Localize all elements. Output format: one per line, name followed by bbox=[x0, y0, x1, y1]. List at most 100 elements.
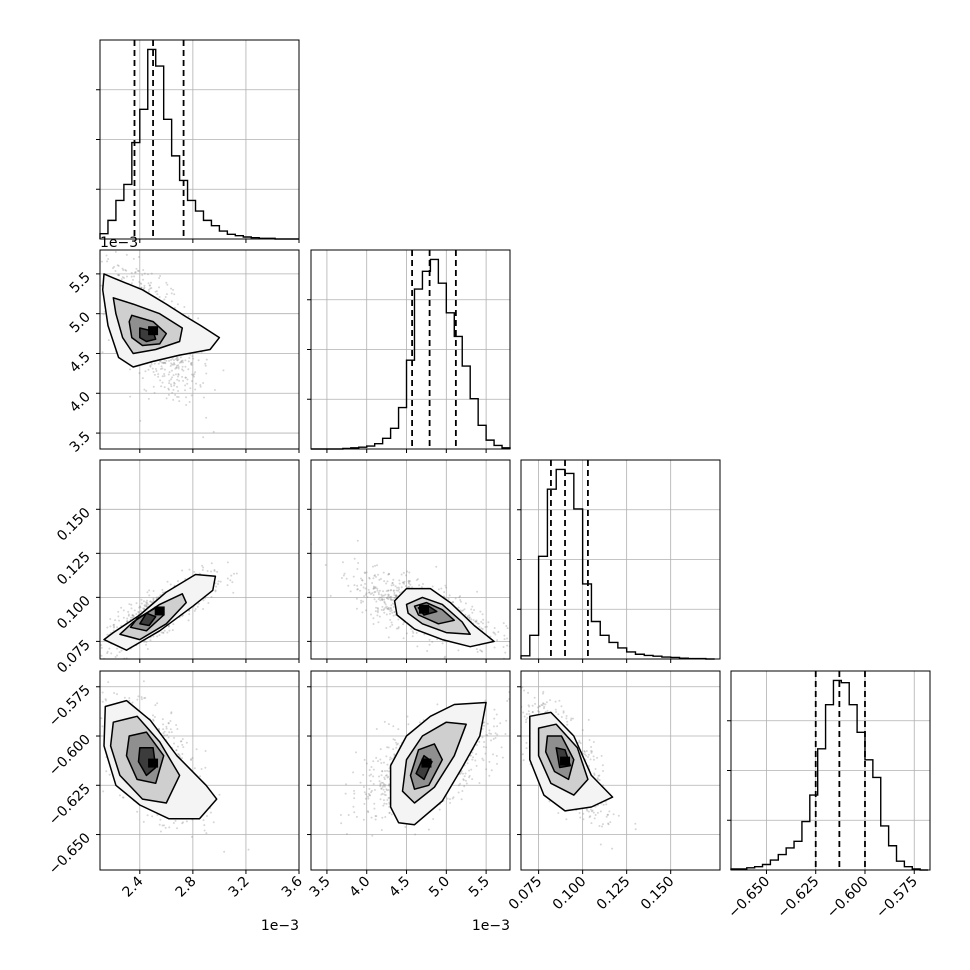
scatter-point bbox=[177, 367, 180, 370]
scatter-point bbox=[166, 283, 169, 286]
scatter-point bbox=[462, 778, 465, 781]
scatter-point bbox=[386, 580, 389, 583]
scatter-point bbox=[180, 361, 183, 364]
scatter-point bbox=[106, 650, 109, 653]
scatter-point bbox=[488, 760, 491, 763]
scatter-point bbox=[142, 680, 145, 683]
scatter-point bbox=[232, 591, 235, 594]
scatter-point bbox=[374, 818, 377, 821]
scatter-point bbox=[460, 771, 463, 774]
scatter-point bbox=[435, 565, 438, 568]
scatter-point bbox=[362, 785, 365, 788]
scatter-point bbox=[428, 638, 431, 641]
scatter-point bbox=[152, 598, 155, 601]
scatter-point bbox=[138, 605, 141, 608]
scatter-point bbox=[370, 766, 373, 769]
histogram-panel-2 bbox=[517, 459, 721, 660]
scatter-point bbox=[190, 361, 193, 364]
scatter-point bbox=[117, 274, 120, 277]
scatter-point bbox=[360, 577, 363, 580]
scatter-point bbox=[388, 758, 391, 761]
scatter-point bbox=[371, 581, 374, 584]
scatter-point bbox=[184, 577, 187, 580]
scatter-point bbox=[375, 606, 378, 609]
scatter-point bbox=[378, 578, 381, 581]
scatter-point bbox=[179, 360, 182, 363]
scatter-point bbox=[402, 581, 405, 584]
scatter-point bbox=[495, 754, 498, 757]
scatter-point bbox=[185, 404, 188, 407]
scatter-point bbox=[89, 252, 91, 254]
scatter-point bbox=[587, 718, 590, 721]
scatter-point bbox=[107, 257, 110, 260]
scatter-point bbox=[181, 822, 184, 825]
scatter-point bbox=[176, 378, 179, 381]
scatter-point bbox=[366, 810, 369, 813]
scatter-point bbox=[214, 589, 217, 592]
scatter-point bbox=[356, 539, 359, 542]
scatter-point bbox=[162, 723, 165, 726]
scatter-point bbox=[523, 689, 526, 692]
scatter-point bbox=[452, 601, 455, 604]
scatter-point bbox=[176, 745, 179, 748]
scatter-point bbox=[468, 614, 471, 617]
scatter-point bbox=[471, 778, 474, 781]
contour-line-3 bbox=[139, 612, 157, 627]
scatter-point bbox=[206, 570, 209, 573]
scatter-point bbox=[385, 605, 388, 608]
scatter-point bbox=[383, 778, 386, 781]
scatter-point bbox=[139, 282, 142, 285]
panel-frame bbox=[99, 39, 300, 240]
scatter-point bbox=[100, 260, 103, 263]
scatter-point bbox=[157, 373, 160, 376]
scatter-point bbox=[383, 785, 386, 788]
scatter-point bbox=[213, 569, 216, 572]
scatter-point bbox=[181, 365, 184, 368]
scatter-point bbox=[371, 565, 374, 568]
scatter-point bbox=[144, 696, 147, 699]
scatter-point bbox=[451, 601, 454, 604]
scatter-point bbox=[143, 605, 146, 608]
scatter-point bbox=[388, 801, 391, 804]
scatter-point bbox=[111, 267, 114, 270]
scatter-point bbox=[121, 796, 124, 799]
scatter-point bbox=[158, 295, 161, 298]
scatter-point bbox=[381, 605, 384, 608]
scatter-point bbox=[152, 635, 155, 638]
scatter-point bbox=[514, 703, 516, 705]
scatter-point bbox=[475, 764, 478, 767]
scatter-point bbox=[131, 614, 134, 617]
panel-frame bbox=[310, 249, 511, 450]
scatter-point bbox=[151, 815, 154, 818]
contour-line-2 bbox=[128, 314, 168, 347]
scatter-point bbox=[466, 615, 469, 618]
scatter-point bbox=[388, 770, 391, 773]
scatter-point bbox=[187, 619, 190, 622]
scatter-point bbox=[202, 566, 205, 569]
scatter-point bbox=[382, 571, 385, 574]
scatter-point bbox=[390, 621, 393, 624]
joint-panel-0-1 bbox=[89, 249, 300, 450]
scatter-point bbox=[548, 800, 551, 803]
scatter-point bbox=[481, 650, 484, 653]
scatter-point bbox=[149, 600, 152, 603]
scatter-point bbox=[457, 784, 460, 787]
scatter-point bbox=[386, 798, 389, 801]
scatter-point bbox=[154, 704, 157, 707]
scatter-point bbox=[408, 586, 411, 589]
scatter-point bbox=[175, 749, 178, 752]
scatter-point bbox=[514, 650, 516, 652]
scatter-point bbox=[132, 257, 135, 260]
scatter-point bbox=[117, 274, 120, 277]
scatter-point bbox=[441, 642, 444, 645]
scatter-point bbox=[180, 740, 183, 743]
scatter-point bbox=[497, 630, 500, 633]
scatter-point bbox=[189, 387, 192, 390]
scatter-point bbox=[374, 575, 377, 578]
scatter-point bbox=[181, 368, 184, 371]
scatter-point bbox=[385, 755, 388, 758]
scatter-point bbox=[376, 587, 379, 590]
scatter-point bbox=[196, 605, 199, 608]
scatter-point bbox=[392, 748, 395, 751]
scatter-point bbox=[394, 596, 397, 599]
